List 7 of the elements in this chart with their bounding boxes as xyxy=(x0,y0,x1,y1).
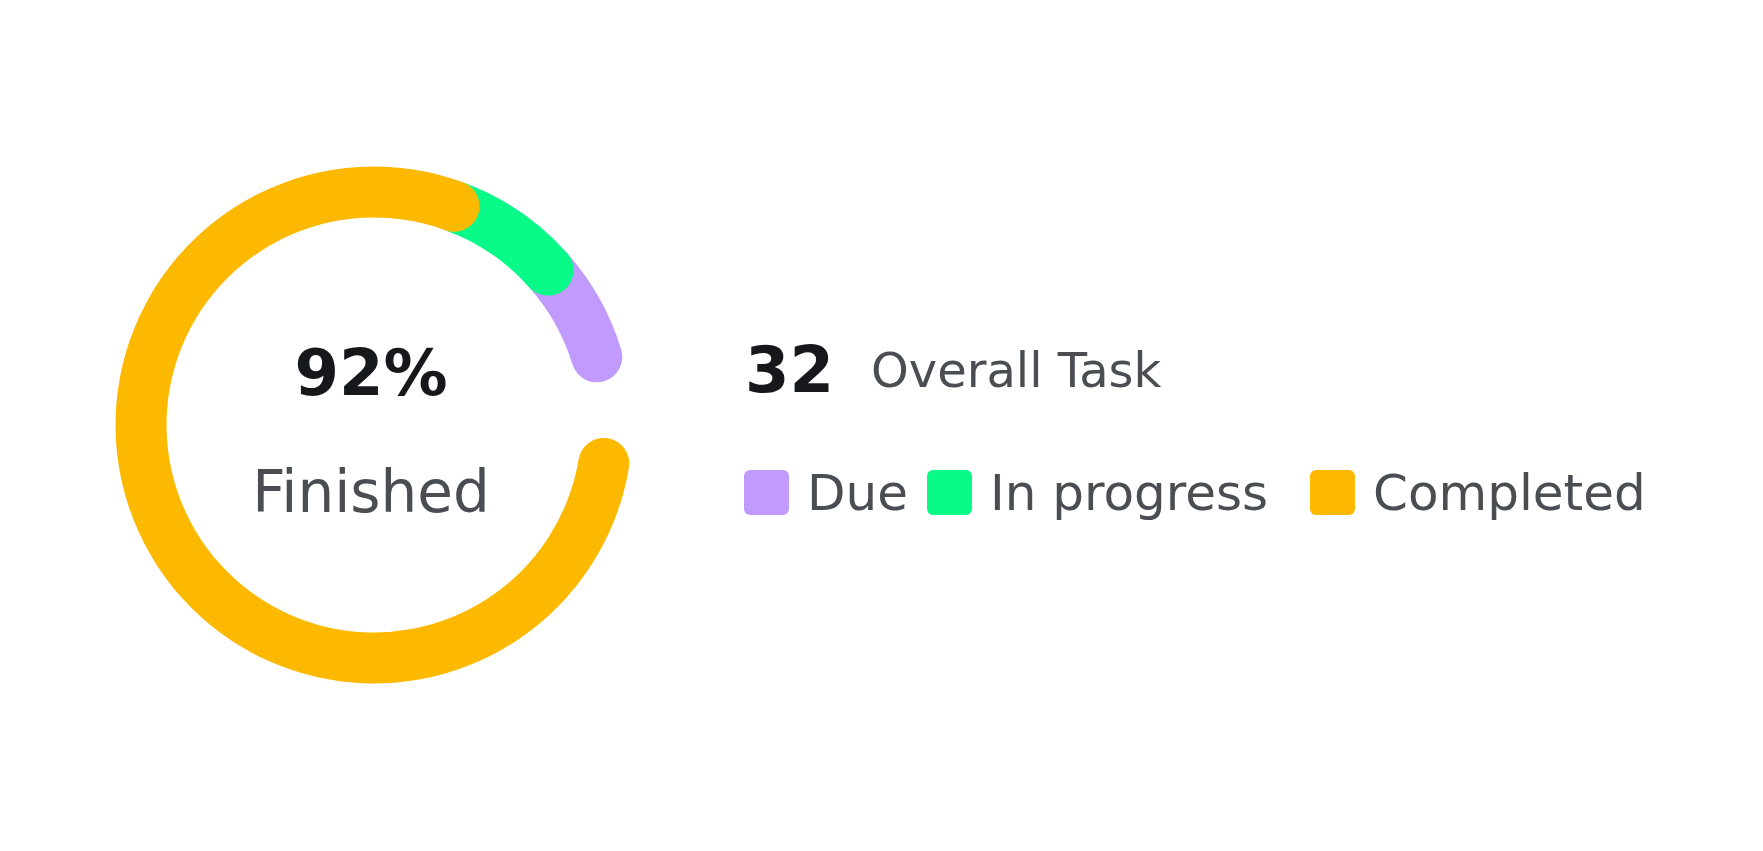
text: 32 xyxy=(745,333,835,407)
text: 92% xyxy=(294,336,448,410)
text: Overall Task xyxy=(871,342,1162,398)
legend-label: In progress xyxy=(990,464,1269,522)
legend-label: Due xyxy=(807,464,908,522)
legend-label: Completed xyxy=(1373,464,1646,522)
text: Finished xyxy=(252,458,490,526)
